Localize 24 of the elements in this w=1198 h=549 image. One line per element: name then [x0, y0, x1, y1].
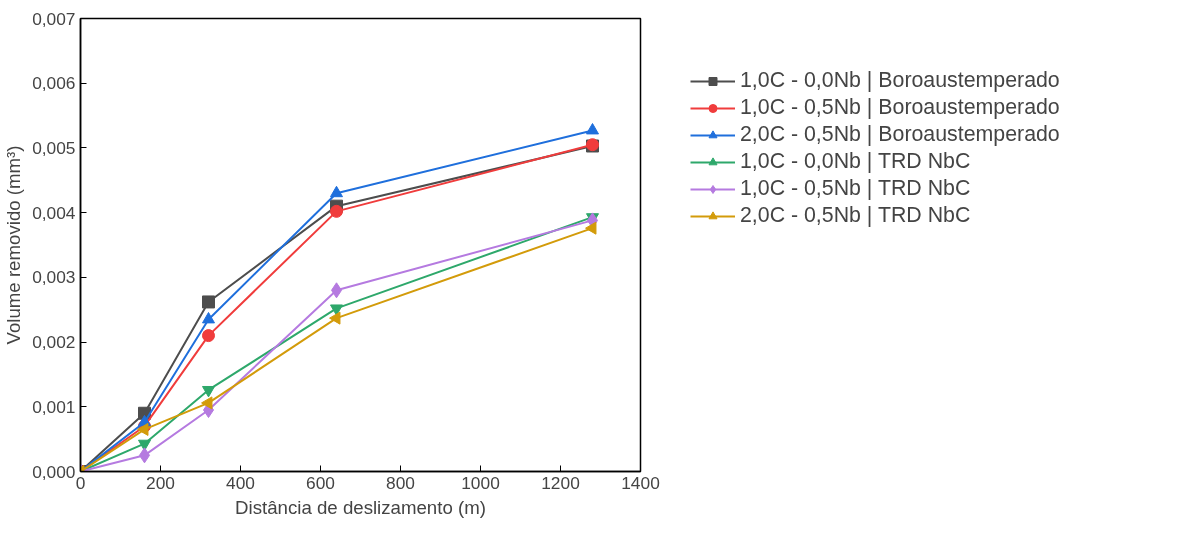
y-tick-label: 0,000: [32, 461, 76, 482]
y-tick-label: 0,004: [32, 202, 76, 223]
x-tick-label: 600: [306, 472, 335, 493]
y-axis-title: Volume removido (mm³): [3, 145, 25, 345]
x-tick-label: 200: [146, 472, 175, 493]
legend-label: 1,0C - 0,5Nb | TRD NbC: [740, 176, 971, 201]
x-tick-label: 0: [75, 472, 86, 493]
y-tick-label: 0,001: [32, 396, 76, 417]
y-tick-label: 0,002: [32, 332, 76, 353]
y-tick-label: 0,006: [32, 73, 76, 94]
y-tick-label: 0,005: [32, 137, 76, 158]
y-tick-label: 0,007: [32, 8, 76, 29]
legend-label: 2,0C - 0,5Nb | TRD NbC: [740, 203, 971, 228]
y-tick-label: 0,003: [32, 267, 76, 288]
x-tick-label: 1200: [541, 472, 580, 493]
legend-label: 1,0C - 0,0Nb | Boroaustemperado: [740, 68, 1060, 93]
legend-label: 2,0C - 0,5Nb | Boroaustemperado: [740, 122, 1060, 147]
legend-label: 1,0C - 0,0Nb | TRD NbC: [740, 149, 971, 174]
x-tick-label: 1400: [621, 472, 660, 493]
x-tick-label: 800: [386, 472, 415, 493]
x-tick-label: 400: [226, 472, 255, 493]
x-axis-title: Distância de deslizamento (m): [235, 496, 486, 518]
legend-label: 1,0C - 0,5Nb | Boroaustemperado: [740, 95, 1060, 120]
x-tick-label: 1000: [461, 472, 500, 493]
